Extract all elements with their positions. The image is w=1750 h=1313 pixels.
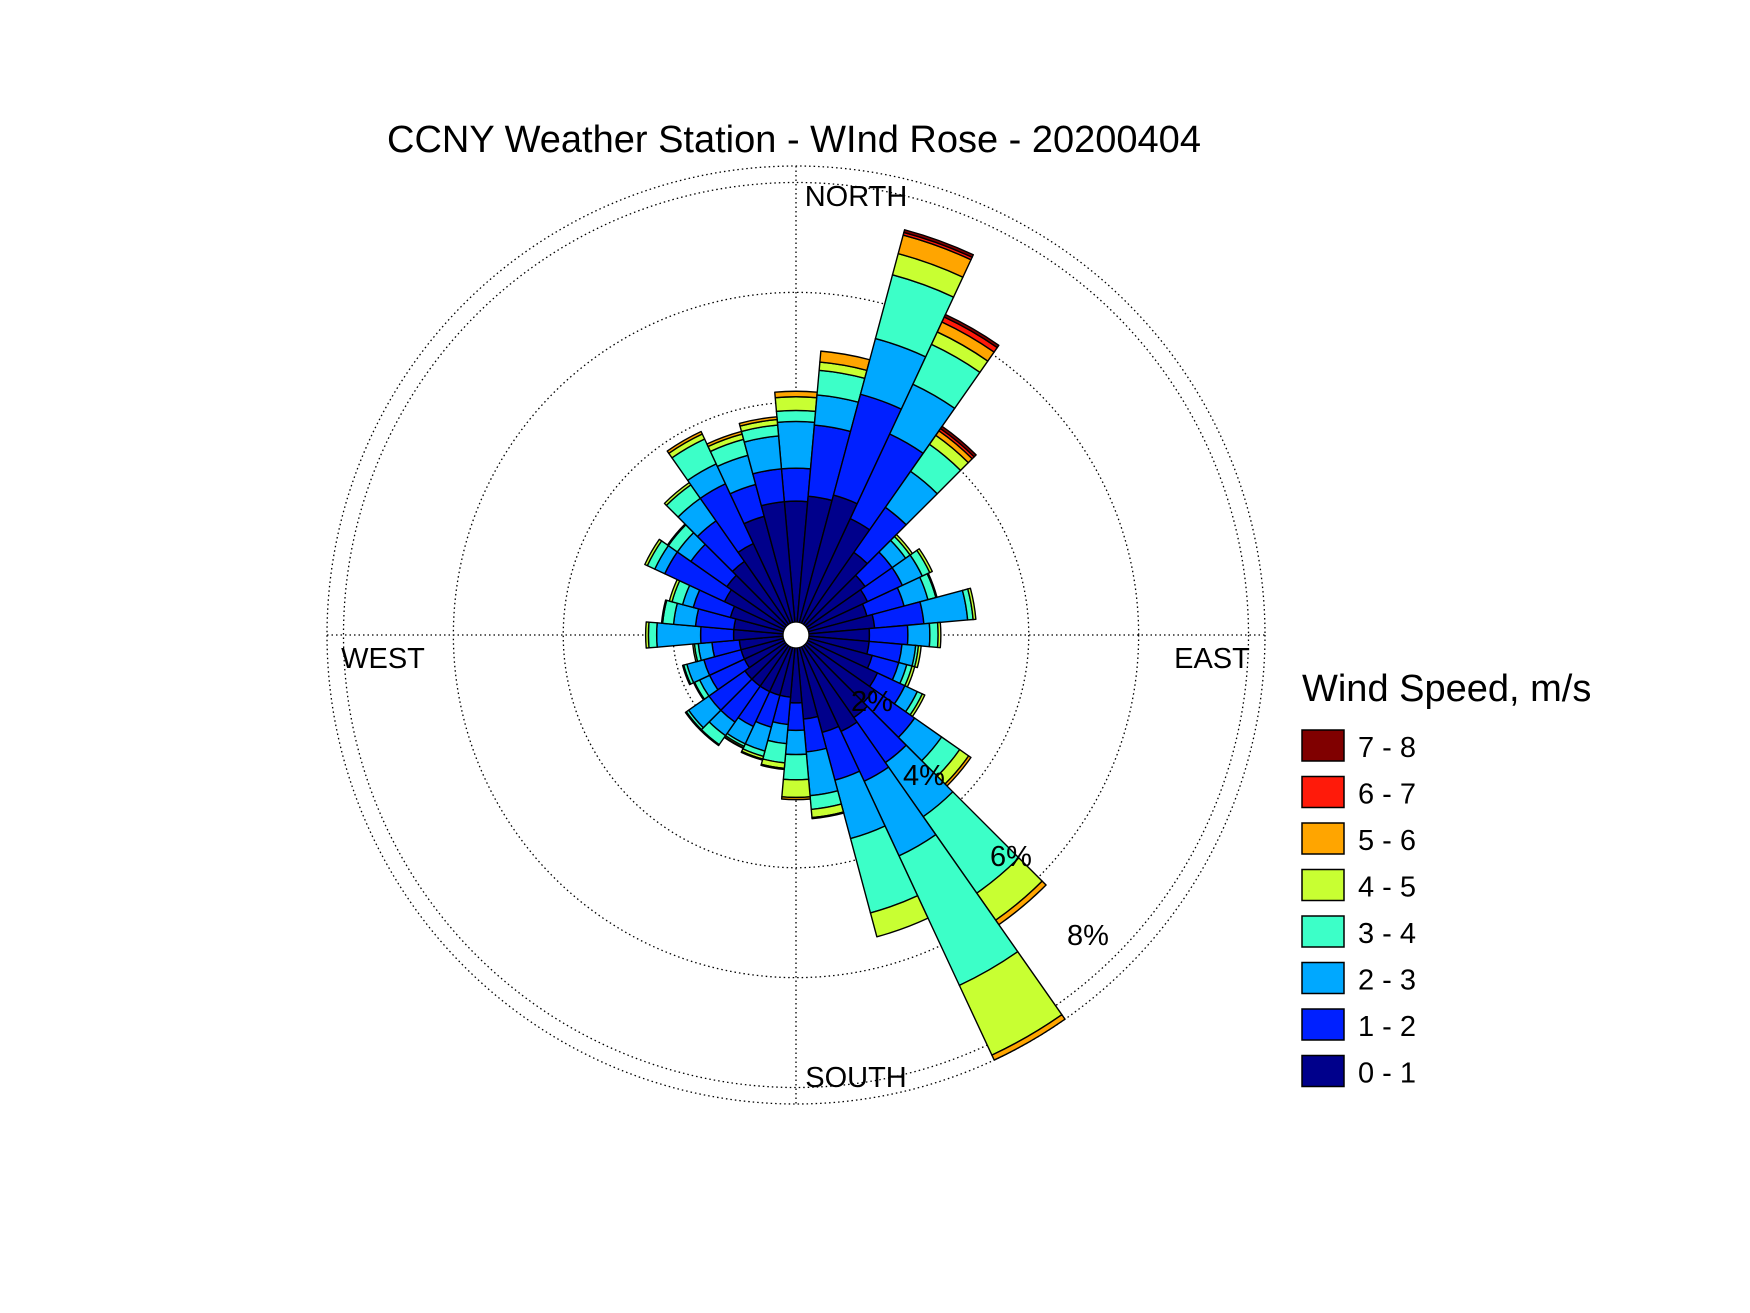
sector-180-bin-3-4 — [782, 753, 810, 781]
legend-label-7-8: 7 - 8 — [1358, 732, 1416, 764]
sector-90-bin-3-4 — [928, 621, 939, 649]
radial-tick-label-6: 6% — [990, 841, 1032, 873]
legend-label-1-2: 1 - 2 — [1358, 1011, 1416, 1043]
legend-swatch-6-7 — [1301, 775, 1345, 809]
direction-label-north: NORTH — [805, 181, 908, 213]
radial-tick-label-2: 2% — [851, 686, 893, 718]
legend-swatch-4-5 — [1301, 868, 1345, 902]
sector-90-bin-2-3 — [906, 622, 931, 648]
sector-180-bin-5-6 — [780, 796, 812, 801]
sector-200-bin-5-6 — [740, 750, 764, 761]
sector-270-bin-3-4 — [647, 621, 658, 649]
legend-label-4-5: 4 - 5 — [1358, 872, 1416, 904]
sector-100-bin-4-5 — [913, 645, 922, 669]
radial-tick-labels: 2% 4% 6% 8% — [851, 686, 1109, 952]
sector-350-bin-5-6 — [738, 416, 778, 427]
sector-280-bin-4-5 — [660, 599, 668, 625]
sector-180-bin-2-3 — [784, 729, 808, 756]
sector-150-bin-5-6 — [991, 1013, 1066, 1061]
sector-250-bin-4-5 — [681, 664, 692, 686]
sector-20-bin-7-8 — [903, 229, 975, 258]
sector-0-bin-1-2 — [780, 467, 812, 503]
legend-swatch-7-8 — [1301, 729, 1345, 762]
direction-label-south: SOUTH — [805, 1062, 907, 1094]
sector-40-bin-7-8 — [939, 425, 977, 458]
legend-label-3-4: 3 - 4 — [1358, 918, 1416, 950]
sector-230-bin-4-5 — [684, 711, 703, 732]
sector-330-bin-5-6 — [666, 430, 703, 455]
legend-label-0-1: 0 - 1 — [1358, 1058, 1416, 1090]
sector-0-bin-4-5 — [774, 396, 818, 413]
wind-sectors — [644, 229, 1066, 1061]
legend-swatch-5-6 — [1301, 822, 1345, 855]
sector-90-bin-4-5 — [936, 621, 942, 649]
sector-0-bin-5-6 — [774, 390, 818, 399]
legend-swatch-0-1 — [1301, 1054, 1345, 1088]
legend-label-5-6: 5 - 6 — [1358, 825, 1416, 857]
direction-label-east: EAST — [1174, 643, 1250, 675]
sector-0-bin-3-4 — [775, 409, 817, 423]
legend-swatch-2-3 — [1301, 961, 1345, 995]
grid-ring-4 — [562, 401, 1030, 869]
legend-swatch-1-2 — [1301, 1008, 1345, 1041]
legend-label-6-7: 6 - 7 — [1358, 779, 1416, 811]
sector-180-bin-4-5 — [781, 778, 811, 799]
radial-tick-label-8: 8% — [1067, 920, 1109, 952]
radial-tick-label-4: 4% — [903, 760, 945, 792]
grid-ring-8 — [342, 181, 1250, 1089]
sector-60-bin-4-5 — [916, 548, 933, 574]
center-hole — [782, 621, 810, 649]
sector-300-bin-4-5 — [644, 538, 663, 567]
legend-swatch-3-4 — [1301, 915, 1345, 948]
legend-label-2-3: 2 - 3 — [1358, 965, 1416, 997]
sector-270-bin-4-5 — [644, 621, 650, 649]
legend-title: Wind Speed, m/s — [1302, 668, 1591, 710]
legend: 7 - 8 6 - 7 5 - 6 4 - 5 3 - 4 2 - 3 1 - 2 0 - 1 — [1301, 729, 1416, 1090]
sector-160-bin-4-5 — [869, 895, 929, 938]
sector-190-bin-5-6 — [760, 763, 786, 771]
sector-0-bin-2-3 — [776, 420, 816, 470]
chart-title: CCNY Weather Station - WInd Rose - 20200… — [387, 119, 1201, 161]
direction-label-west: WEST — [341, 643, 425, 675]
sector-30-bin-7-8 — [943, 313, 1000, 349]
sector-80-bin-4-5 — [967, 587, 977, 621]
sector-170-bin-5-6 — [811, 811, 845, 820]
